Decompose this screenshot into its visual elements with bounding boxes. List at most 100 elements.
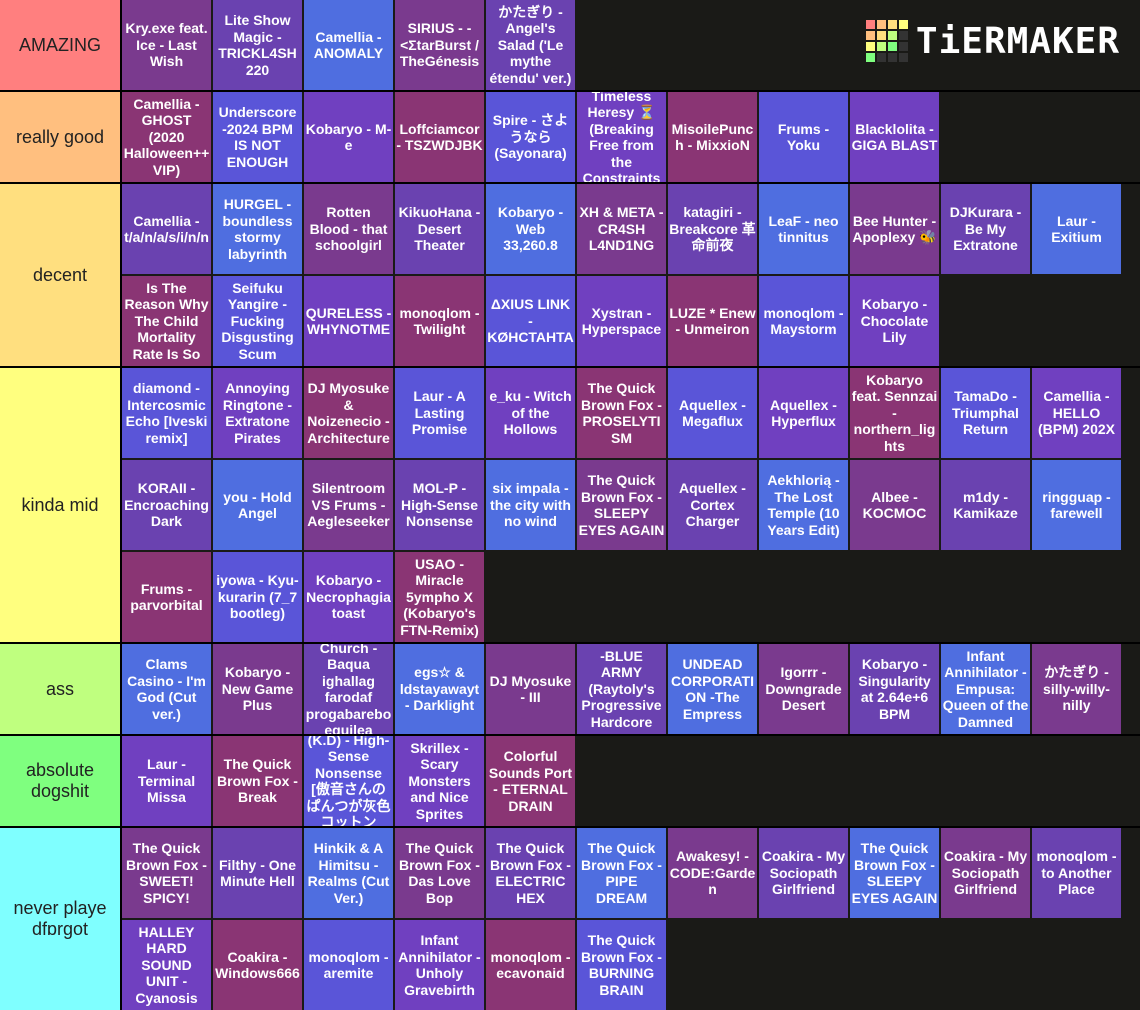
song-tile[interactable]: Laur - Exitium [1032, 184, 1121, 274]
song-tile[interactable]: katagiri - Breakcore 革命前夜 [668, 184, 757, 274]
song-tile[interactable]: MOL-P - High-Sense Nonsense [395, 460, 484, 550]
song-tile[interactable]: Coakira - My Sociopath Girlfriend [759, 828, 848, 918]
song-tile[interactable]: UNDEAD CORPORATION -The Empress [668, 644, 757, 734]
song-tile[interactable]: The Quick Brown Fox -SLEEPY EYES AGAIN [577, 460, 666, 550]
song-tile[interactable]: diamond - Intercosmic Echo [Iveski remix… [122, 368, 211, 458]
song-tile[interactable]: you - Hold Angel [213, 460, 302, 550]
song-tile[interactable]: m1dy - Kamikaze [941, 460, 1030, 550]
song-tile[interactable]: Is The Reason Why The Child Mortality Ra… [122, 276, 211, 366]
song-tile[interactable]: Laur - A Lasting Promise [395, 368, 484, 458]
song-tile[interactable]: Kobaryo - Web 33,260.8 [486, 184, 575, 274]
tier-items: Kry.exe feat. Ice - Last Wish Lite Show M… [122, 0, 1136, 90]
song-tile[interactable]: Kobaryo - Singularity at 2.64e+6 BPM [850, 644, 939, 734]
song-tile[interactable]: Aquellex - Hyperflux [759, 368, 848, 458]
song-tile[interactable]: monoqlom -to Another Place [1032, 828, 1121, 918]
song-tile[interactable]: Colorful Sounds Port - ETERNAL DRAIN [486, 736, 575, 826]
song-tile[interactable]: TamaDo - Triumphal Return [941, 368, 1030, 458]
song-tile[interactable]: HURGEL - boundless stormy labyrinth [213, 184, 302, 274]
song-tile[interactable]: Annoying Ringtone - Extratone Pirates [213, 368, 302, 458]
song-tile[interactable]: monoqlom -ecavonaid [486, 920, 575, 1010]
song-tile[interactable]: Bee Hunter - Apoplexy 🐝 [850, 184, 939, 274]
song-tile[interactable]: e_ku - Witch of the Hollows [486, 368, 575, 458]
song-tile[interactable]: Lite Show Magic - TRICKL4SH 220 [213, 0, 302, 90]
song-tile[interactable]: Skrillex - Scary Monsters and Nice Sprit… [395, 736, 484, 826]
tier-label: absolute dogshit [0, 736, 122, 826]
song-tile[interactable]: (K.D) - High-Sense Nonsense [傲音さんのぱんつが灰色… [304, 736, 393, 826]
song-tile[interactable]: Infant Annihilator -Unholy Gravebirth [395, 920, 484, 1010]
song-tile[interactable]: ΔXIUS LINK - KØHCTAHTA [486, 276, 575, 366]
song-tile[interactable]: Camellia - ANOMALY [304, 0, 393, 90]
song-tile[interactable]: The Quick Brown Fox -PIPE DREAM [577, 828, 666, 918]
song-tile[interactable]: The Quick Brown Fox -SWEET! SPICY! [122, 828, 211, 918]
song-tile[interactable]: Blacklolita -GIGA BLAST [850, 92, 939, 182]
song-tile[interactable]: Igorrr - Downgrade Desert [759, 644, 848, 734]
song-tile[interactable]: monoqlom -Twilight [395, 276, 484, 366]
song-tile[interactable]: Aquellex - Cortex Charger [668, 460, 757, 550]
song-tile[interactable]: DJ Myosuke - III [486, 644, 575, 734]
song-tile[interactable]: Awakesy! - CODE:Garden [668, 828, 757, 918]
song-tile[interactable]: Spire - さよ うなら (Sayonara) [486, 92, 575, 182]
song-tile[interactable]: SIRIUS - - <ΣtarBurst / TheGénesis [395, 0, 484, 90]
song-tile[interactable]: Aquellex - Megaflux [668, 368, 757, 458]
song-tile[interactable]: Coakira - My Sociopath Girlfriend [941, 828, 1030, 918]
song-tile[interactable]: Loffciamcor - TSZWDJBK [395, 92, 484, 182]
song-tile[interactable]: かたぎり - Angel's Salad ('Le mythe étendu' … [486, 0, 575, 90]
tier-label: AMAZING [0, 0, 122, 90]
song-tile[interactable]: Kobaryo - New Game Plus [213, 644, 302, 734]
song-tile[interactable]: Camellia - GHOST (2020 Halloween++ VIP) [122, 92, 211, 182]
song-tile[interactable]: LeaF - neo tinnitus [759, 184, 848, 274]
song-tile[interactable]: Kobaryo feat. Sennzai - northern_lights [850, 368, 939, 458]
song-tile[interactable]: Infant Annihilator -Empusa: Queen of the… [941, 644, 1030, 734]
song-tile[interactable]: QURELESS - WHYNOTME [304, 276, 393, 366]
song-tile[interactable]: Albee - KOCMOC [850, 460, 939, 550]
song-tile[interactable]: ringguap - farewell [1032, 460, 1121, 550]
song-tile[interactable]: Filthy - One Minute Hell [213, 828, 302, 918]
tier-row: really good Camellia - GHOST (2020 Hallow… [0, 92, 1140, 184]
song-tile[interactable]: iyowa - Kyu-kurarin (7_7 bootleg) [213, 552, 302, 642]
song-tile[interactable]: Kobaryo - M-e [304, 92, 393, 182]
song-tile[interactable]: Kobaryo - Chocolate Lily [850, 276, 939, 366]
song-tile[interactable]: Underscore -2024 BPM IS NOT ENOUGH [213, 92, 302, 182]
song-tile[interactable]: Camellia - t/a/n/a/s/i/n/n [122, 184, 211, 274]
song-tile[interactable]: KikuoHana -Desert Theater [395, 184, 484, 274]
song-tile[interactable]: The Quick Brown Fox - ELECTRIC HEX [486, 828, 575, 918]
tier-items: diamond - Intercosmic Echo [Iveski remix… [122, 368, 1136, 642]
song-tile[interactable]: The Quick Brown Fox -SLEEPY EYES AGAIN [850, 828, 939, 918]
song-tile[interactable]: DJ Myosuke & Noizenecio - Architecture [304, 368, 393, 458]
song-tile[interactable]: Timeless Heresy ⏳ (Breaking Free from th… [577, 92, 666, 182]
song-tile[interactable]: Frums - Yoku [759, 92, 848, 182]
song-tile[interactable]: Clams Casino - I'm God (Cut ver.) [122, 644, 211, 734]
song-tile[interactable]: LUZE * Enew - Unmeiron [668, 276, 757, 366]
song-tile[interactable]: Camellia - HELLO (BPM) 202X [1032, 368, 1121, 458]
song-tile[interactable]: Kry.exe feat. Ice - Last Wish [122, 0, 211, 90]
song-tile[interactable]: Church - Baqua ighallag farodaf progabar… [304, 644, 393, 734]
song-tile[interactable]: Xystran - Hyperspace [577, 276, 666, 366]
song-tile[interactable]: The Quick Brown Fox - PROSELYTISM [577, 368, 666, 458]
song-tile[interactable]: Kobaryo - Necrophagia toast [304, 552, 393, 642]
song-tile[interactable]: かたぎり - silly-willy-nilly [1032, 644, 1121, 734]
song-tile[interactable]: MisoilePunch - MixxioN [668, 92, 757, 182]
tier-row: AMAZING Kry.exe feat. Ice - Last Wish Lite… [0, 0, 1140, 92]
song-tile[interactable]: six impala - the city with no wind [486, 460, 575, 550]
song-tile[interactable]: USAO - Miracle 5ympho X (Kobaryo's FTN-R… [395, 552, 484, 642]
song-tile[interactable]: XH & META -CR4SH L4ND1NG [577, 184, 666, 274]
song-tile[interactable]: The Quick Brown Fox -BURNING BRAIN [577, 920, 666, 1010]
song-tile[interactable]: Coakira - Windows666 [213, 920, 302, 1010]
song-tile[interactable]: HALLEY HARD SOUND UNIT - Cyanosis [122, 920, 211, 1010]
song-tile[interactable]: monoqlom -Maystorm [759, 276, 848, 366]
song-tile[interactable]: Aekhlorią - The Lost Temple (10 Years Ed… [759, 460, 848, 550]
song-tile[interactable]: -BLUE ARMY (Raytoly's Progressive Hardco… [577, 644, 666, 734]
song-tile[interactable]: egs☆ & ldstayawayt - Darklight [395, 644, 484, 734]
song-tile[interactable]: The Quick Brown Fox -Break [213, 736, 302, 826]
song-tile[interactable]: Rotten Blood - that schoolgirl [304, 184, 393, 274]
song-tile[interactable]: Hinkik & A Himitsu - Realms (Cut Ver.) [304, 828, 393, 918]
song-tile[interactable]: DJKurara - Be My Extratone [941, 184, 1030, 274]
song-tile[interactable]: The Quick Brown Fox -Das Love Bop [395, 828, 484, 918]
song-tile[interactable]: Frums - parvorbital [122, 552, 211, 642]
song-tile[interactable]: monoqlom -aremite [304, 920, 393, 1010]
song-tile[interactable]: Silentroom VS Frums - Aegleseeker [304, 460, 393, 550]
song-tile[interactable]: Laur - Terminal Missa [122, 736, 211, 826]
song-tile[interactable]: Seifuku Yangire - Fucking Disgusting Scu… [213, 276, 302, 366]
song-tile[interactable]: KORAII - Encroaching Dark [122, 460, 211, 550]
